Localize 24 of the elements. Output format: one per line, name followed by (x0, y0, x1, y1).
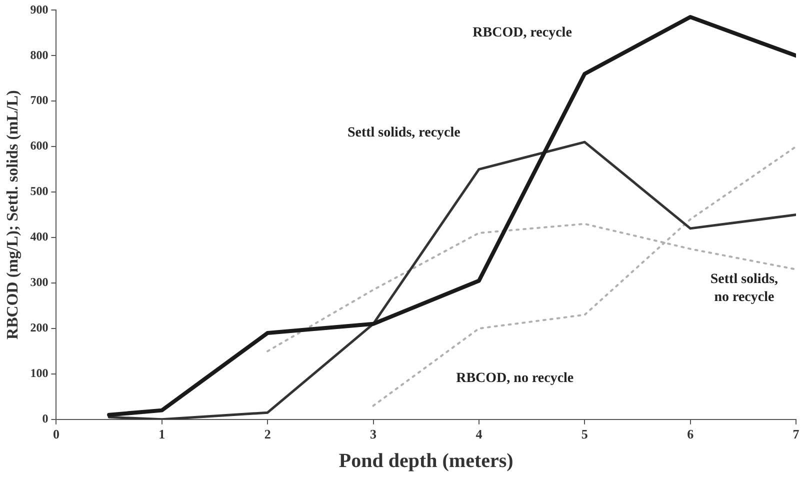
x-tick-label: 6 (687, 426, 694, 442)
y-tick-label: 900 (30, 2, 48, 16)
y-tick-label: 0 (42, 411, 48, 426)
x-tick-label: 5 (581, 426, 588, 442)
series-label: Settl solids, no recycle (710, 272, 778, 306)
x-tick-label: 7 (792, 426, 800, 442)
y-tick-label: 300 (30, 275, 48, 290)
x-tick-label: 3 (370, 426, 378, 442)
text: Settl solids, recycle (347, 126, 460, 141)
y-axis-title: RBCOD (mg/L); Settl. solids (mL/L) (4, 90, 22, 340)
text: RBCOD, recycle (472, 25, 572, 40)
y-tick-label: 500 (30, 184, 48, 198)
y-tick-label: 600 (30, 138, 48, 153)
y-tick-label: 200 (30, 320, 48, 335)
x-tick-label: 4 (476, 426, 483, 442)
x-tick-label: 2 (264, 426, 271, 442)
y-tick-label: 400 (30, 230, 48, 244)
x-axis-title: Pond depth (meters) (338, 450, 514, 472)
y-tick-label: 100 (30, 366, 48, 380)
series-label: RBCOD, no recycle (456, 371, 574, 386)
x-tick-label: 1 (158, 426, 166, 442)
x-tick-label: 0 (52, 426, 60, 442)
y-tick-label: 700 (30, 93, 48, 108)
y-tick-label: 800 (30, 48, 48, 62)
